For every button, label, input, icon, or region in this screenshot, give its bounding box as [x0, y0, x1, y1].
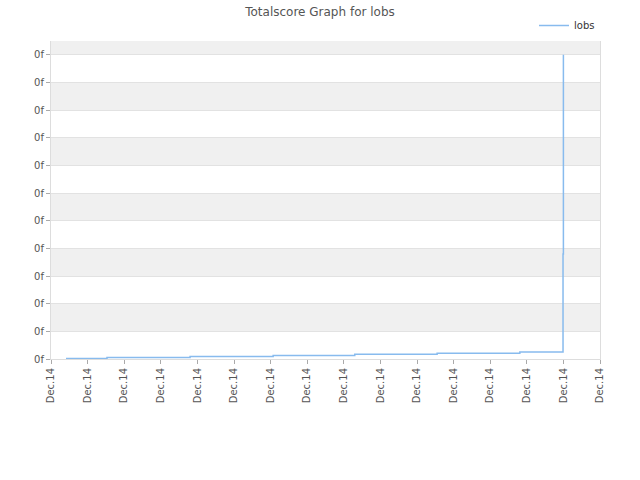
svg-text:0f: 0f [34, 326, 44, 337]
svg-text:Dec.14: Dec.14 [118, 368, 129, 403]
svg-text:0f: 0f [34, 49, 44, 60]
svg-text:Dec.14: Dec.14 [558, 368, 569, 403]
svg-text:0f: 0f [34, 105, 44, 116]
svg-text:0f: 0f [34, 215, 44, 226]
svg-text:Dec.14: Dec.14 [594, 368, 605, 403]
svg-text:Dec.14: Dec.14 [484, 368, 495, 403]
svg-text:0f: 0f [34, 354, 44, 365]
svg-text:lobs: lobs [574, 20, 594, 31]
svg-text:Dec.14: Dec.14 [448, 368, 459, 403]
svg-text:Dec.14: Dec.14 [45, 368, 56, 403]
svg-text:Dec.14: Dec.14 [192, 368, 203, 403]
svg-text:Dec.14: Dec.14 [301, 368, 312, 403]
svg-text:Dec.14: Dec.14 [265, 368, 276, 403]
svg-text:0f: 0f [34, 188, 44, 199]
svg-text:Dec.14: Dec.14 [82, 368, 93, 403]
svg-text:Dec.14: Dec.14 [411, 368, 422, 403]
svg-text:Dec.14: Dec.14 [338, 368, 349, 403]
svg-text:Dec.14: Dec.14 [521, 368, 532, 403]
svg-text:0f: 0f [34, 77, 44, 88]
svg-text:0f: 0f [34, 132, 44, 143]
svg-text:0f: 0f [34, 243, 44, 254]
svg-text:0f: 0f [34, 271, 44, 282]
svg-text:0f: 0f [34, 298, 44, 309]
svg-text:0f: 0f [34, 160, 44, 171]
svg-text:Dec.14: Dec.14 [155, 368, 166, 403]
svg-text:Dec.14: Dec.14 [228, 368, 239, 403]
svg-text:Totalscore Graph for lobs: Totalscore Graph for lobs [244, 5, 395, 19]
svg-text:Dec.14: Dec.14 [375, 368, 386, 403]
